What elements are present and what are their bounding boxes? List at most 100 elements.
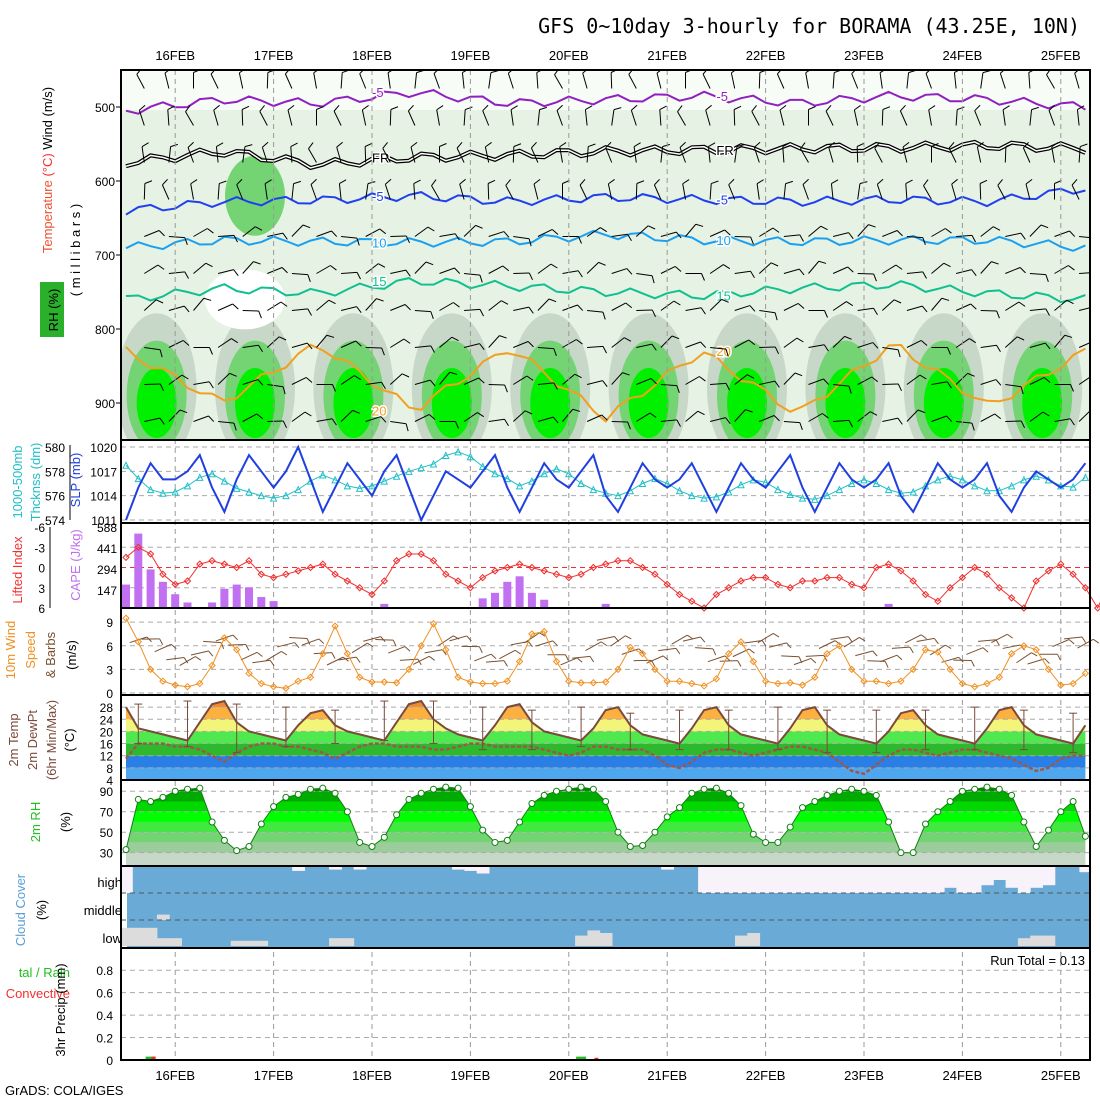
wind-barb — [828, 141, 835, 163]
thickness-point — [933, 475, 942, 484]
rh-point — [1020, 818, 1028, 826]
thickness-point — [122, 461, 130, 469]
wind-barb — [144, 230, 165, 237]
thickness-point — [786, 490, 795, 498]
precip-total-legend: tal / Rain — [19, 965, 70, 980]
wind-barb — [705, 104, 712, 126]
wind-speed-point — [700, 682, 708, 690]
surface-wind-barb — [399, 658, 422, 666]
rh-point — [946, 797, 954, 805]
surface-wind-barb — [265, 650, 288, 662]
lifted-index-point — [392, 557, 401, 565]
wind-barb — [1048, 104, 1055, 126]
minmax-bar — [1019, 709, 1028, 751]
wind-barb — [808, 225, 828, 237]
wind-speed-point — [528, 630, 536, 638]
wind-barb — [316, 418, 337, 426]
lifted-index-point — [835, 573, 844, 582]
wind-barb — [382, 142, 391, 163]
wind-speed-point — [343, 649, 352, 658]
cape-bar — [503, 581, 512, 608]
lifted-index-point — [171, 580, 179, 589]
minmax-bar — [970, 706, 979, 751]
wind-barb — [136, 70, 145, 89]
wind-barb — [931, 262, 951, 274]
wind-barb — [685, 410, 705, 422]
cloud-cover-low-bar — [169, 938, 182, 946]
wind-barb — [236, 178, 244, 200]
surface-wind-barb — [166, 657, 189, 664]
wind-barb — [1002, 105, 1010, 126]
wind-barb — [310, 178, 317, 200]
rh-point — [602, 797, 610, 805]
lifted-index-point — [208, 557, 216, 565]
wind-speed-point — [983, 679, 991, 688]
wind-barb — [734, 305, 756, 312]
wind-barb — [931, 228, 952, 237]
wind-barb — [168, 340, 190, 348]
temperature-band — [126, 731, 1086, 744]
lifted-index-point — [245, 557, 253, 565]
rh-point — [245, 843, 253, 851]
cloud-cover-low-bar — [144, 927, 158, 946]
rh-point — [516, 818, 524, 826]
wind-barb — [980, 226, 1001, 237]
wind-barb — [636, 309, 656, 318]
wind-barb — [783, 372, 803, 385]
wind-speed-point — [429, 620, 438, 628]
thickness-point — [183, 481, 192, 490]
wind-barb — [659, 105, 667, 126]
surface-wind-barb — [449, 635, 472, 642]
lifted-index-point — [688, 597, 696, 605]
rh-point — [848, 785, 856, 793]
temp-tick-label: 20 — [100, 725, 114, 739]
wind-barb — [882, 417, 903, 425]
rh-point — [1057, 808, 1065, 816]
cape-bar — [208, 602, 217, 608]
wind-barb — [702, 70, 711, 89]
surface-wind-barb — [855, 650, 878, 657]
panel-frame — [120, 522, 1091, 609]
wind-barb — [291, 273, 311, 282]
wind-barb — [808, 260, 827, 274]
minmax-bar — [823, 709, 832, 754]
wind-barb — [830, 179, 839, 200]
wind-barb — [336, 141, 343, 163]
wind-speed-point — [909, 665, 917, 674]
wind-speed-point — [355, 673, 364, 681]
wind-barb — [759, 415, 780, 422]
wind-speed-point — [134, 638, 143, 646]
thickness-point — [331, 475, 339, 484]
wind-barb — [488, 231, 510, 238]
cloud-cover-low-bar — [1030, 935, 1043, 946]
minmax-bar — [921, 709, 930, 751]
wind-barb — [857, 307, 878, 316]
rh-point — [503, 836, 511, 844]
lifted-index-point — [946, 584, 954, 592]
rh-point — [196, 784, 204, 792]
lifted-index-point — [319, 560, 327, 568]
date-label-bottom: 20FEB — [549, 1068, 589, 1083]
wind-barb — [587, 310, 606, 320]
cloud-cover-high-bar — [845, 867, 859, 893]
isotherm-label: 20 — [372, 403, 386, 418]
cloud-cover-high-bar — [870, 867, 884, 893]
rh-shading-wet — [825, 368, 866, 438]
wind-barb — [1054, 334, 1073, 348]
lifted-index-point — [380, 577, 389, 585]
wind-axis-title-barbs: & Barbs — [43, 631, 58, 678]
surface-wind-barb — [843, 637, 866, 648]
lifted-index-point — [983, 570, 991, 578]
wind-barb — [556, 104, 563, 126]
thickness-point — [417, 463, 426, 472]
isotherm-label: 10 — [716, 233, 730, 248]
wind-barb — [316, 384, 336, 392]
wind-barb — [484, 142, 492, 163]
cape-bar — [158, 581, 167, 608]
wind-barb — [242, 226, 263, 237]
wind-speed-point — [417, 642, 425, 650]
wind-barb — [213, 104, 220, 126]
cloud-cover-high-bar — [292, 867, 305, 871]
wind-speed-point — [749, 657, 758, 666]
precip-convective-bar — [151, 1056, 156, 1060]
